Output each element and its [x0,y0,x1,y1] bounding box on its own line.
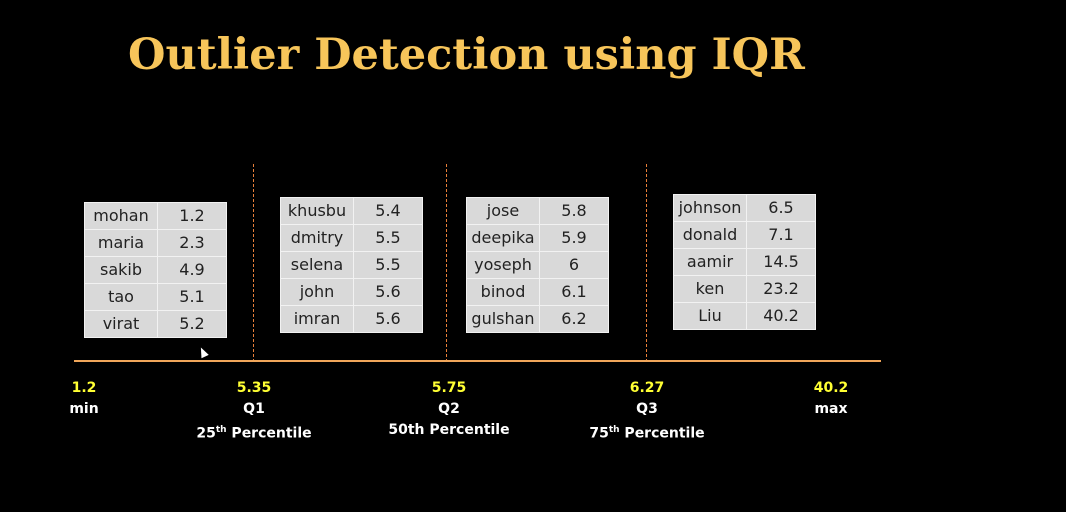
tick-q3: 6.27 Q3 75th Percentile [589,378,704,445]
percentile-suffix: th [608,425,620,435]
row-value: 5.6 [353,305,423,333]
q3-divider [646,164,647,362]
row-value: 14.5 [746,248,816,276]
percentile-suffix: th [215,425,227,435]
tick-label: max [814,401,848,417]
table-row: maria 2.3 [84,229,227,257]
row-value: 5.5 [353,251,423,279]
table-row: donald 7.1 [673,221,816,249]
tick-value: 5.75 [431,380,467,396]
data-group-1: mohan 1.2 maria 2.3 sakib 4.9 tao 5.1 virat 5… [84,202,227,338]
row-name: gulshan [466,305,540,333]
tick-q1: 5.35 Q1 25th Percentile [196,378,311,445]
row-value: 5.9 [539,224,609,252]
row-name: tao [84,283,158,311]
data-group-4: johnson 6.5 donald 7.1 aamir 14.5 ken 23.2 L… [673,194,816,330]
row-value: 23.2 [746,275,816,303]
tick-value: 1.2 [71,380,97,396]
number-line [74,360,881,362]
table-row: ken 23.2 [673,275,816,303]
row-name: aamir [673,248,747,276]
row-name: john [280,278,354,306]
table-row: jose 5.8 [466,197,609,225]
table-row: sakib 4.9 [84,256,227,284]
table-row: mohan 1.2 [84,202,227,230]
data-group-3: jose 5.8 deepika 5.9 yoseph 6 binod 6.1 guls… [466,197,609,333]
slide-title: Outlier Detection using IQR [128,30,805,80]
row-name: yoseph [466,251,540,279]
tick-percentile: 50th Percentile [388,422,510,438]
tick-value: 5.35 [236,380,272,396]
row-value: 5.5 [353,224,423,252]
row-value: 1.2 [157,202,227,230]
row-value: 40.2 [746,302,816,330]
q2-divider [446,164,447,362]
table-row: johnson 6.5 [673,194,816,222]
table-row: khusbu 5.4 [280,197,423,225]
table-row: aamir 14.5 [673,248,816,276]
row-name: deepika [466,224,540,252]
table-row: john 5.6 [280,278,423,306]
row-name: Liu [673,302,747,330]
row-name: donald [673,221,747,249]
row-name: imran [280,305,354,333]
table-row: binod 6.1 [466,278,609,306]
row-value: 5.8 [539,197,609,225]
table-row: gulshan 6.2 [466,305,609,333]
tick-label: Q1 [243,401,265,417]
row-name: ken [673,275,747,303]
row-value: 5.1 [157,283,227,311]
tick-min: 1.2 min [69,378,98,420]
table-row: selena 5.5 [280,251,423,279]
row-value: 5.6 [353,278,423,306]
row-value: 5.2 [157,310,227,338]
tick-label: Q3 [636,401,658,417]
tick-percentile: 75th Percentile [589,420,704,445]
row-value: 6.2 [539,305,609,333]
row-value: 5.4 [353,197,423,225]
row-value: 7.1 [746,221,816,249]
row-value: 6.5 [746,194,816,222]
percentile-word: Percentile [619,425,705,442]
row-name: khusbu [280,197,354,225]
percentile-word: Percentile [226,425,312,442]
tick-percentile: 25th Percentile [196,420,311,445]
row-name: binod [466,278,540,306]
row-name: virat [84,310,158,338]
row-value: 6 [539,251,609,279]
row-name: jose [466,197,540,225]
table-row: deepika 5.9 [466,224,609,252]
row-name: dmitry [280,224,354,252]
row-name: maria [84,229,158,257]
row-value: 6.1 [539,278,609,306]
table-row: dmitry 5.5 [280,224,423,252]
table-row: tao 5.1 [84,283,227,311]
row-value: 4.9 [157,256,227,284]
tick-value: 40.2 [813,380,849,396]
tick-label: Q2 [438,401,460,417]
row-name: johnson [673,194,747,222]
table-row: yoseph 6 [466,251,609,279]
row-name: mohan [84,202,158,230]
arrow-cursor-icon [197,345,209,359]
row-name: selena [280,251,354,279]
table-row: virat 5.2 [84,310,227,338]
q1-divider [253,164,254,362]
percentile-number: 25 [196,425,216,442]
tick-label: min [69,401,99,417]
table-row: Liu 40.2 [673,302,816,330]
row-name: sakib [84,256,158,284]
table-row: imran 5.6 [280,305,423,333]
data-group-2: khusbu 5.4 dmitry 5.5 selena 5.5 john 5.6 im… [280,197,423,333]
row-value: 2.3 [157,229,227,257]
tick-value: 6.27 [629,380,665,396]
percentile-number: 75 [589,425,609,442]
tick-max: 40.2 max [814,378,849,420]
tick-q2: 5.75 Q2 50th Percentile [388,378,509,441]
